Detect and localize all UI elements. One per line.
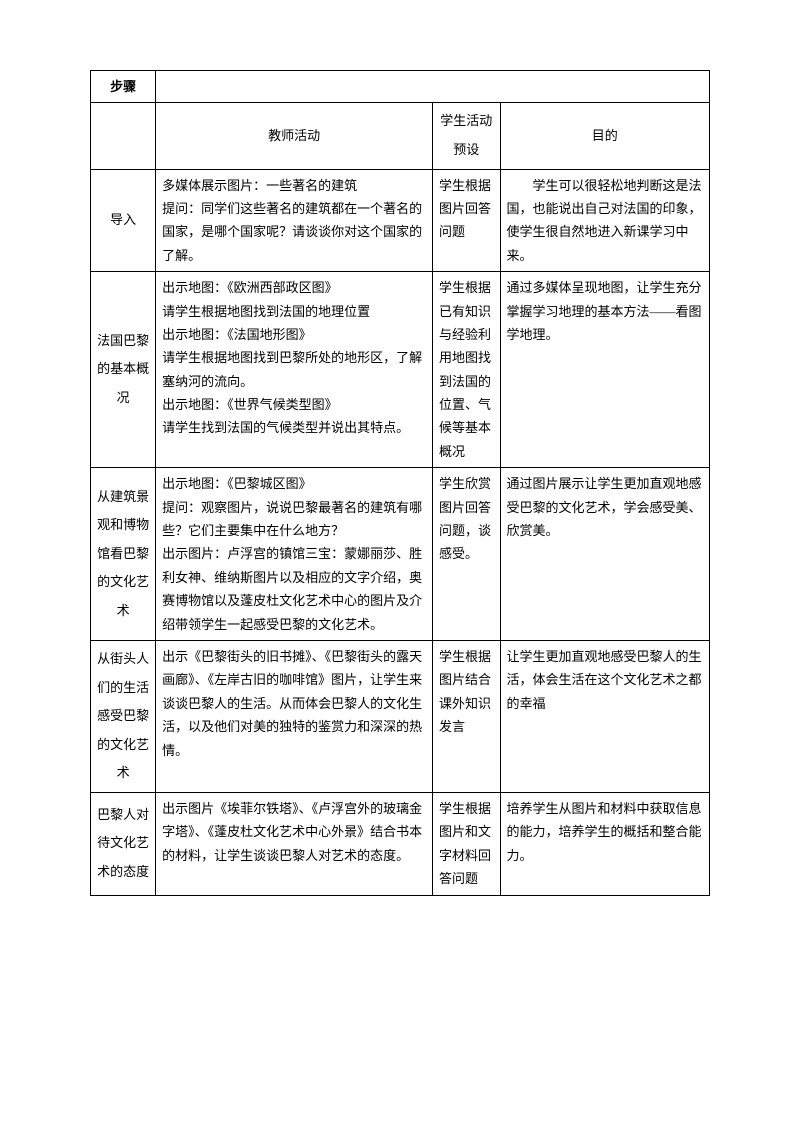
purpose: 学生可以很轻松地判断这是法国，也能说出自己对法国的印象，使学生很自然地进入新课学… xyxy=(500,169,709,272)
header-student: 学生活动预设 xyxy=(433,103,500,169)
step-label: 从街头人们的生活感受巴黎的文化艺术 xyxy=(91,641,156,793)
table-header-row-1: 步骤 xyxy=(91,71,710,103)
step-label: 法国巴黎的基本概况 xyxy=(91,272,156,468)
teacher-activity: 出示地图：《欧洲西部政区图》 请学生根据地图找到法国的地理位置 出示地图：《法国… xyxy=(156,272,433,468)
step-label: 导入 xyxy=(91,169,156,272)
student-activity: 学生根据图片和文字材料回答问题 xyxy=(433,792,500,895)
table-row: 从建筑景观和博物馆看巴黎的文化艺术 出示地图：《巴黎城区图》 提问：观察图片，说… xyxy=(91,468,710,641)
purpose: 通过图片展示让学生更加直观地感受巴黎的文化艺术，学会感受美、欣赏美。 xyxy=(500,468,709,641)
teacher-activity: 出示《巴黎街头的旧书摊》、《巴黎街头的露天画廊》、《左岸古旧的咖啡馆》图片，让学… xyxy=(156,641,433,793)
header-steps: 步骤 xyxy=(91,71,156,103)
document-page: 步骤 教师活动 学生活动预设 目的 导入 多媒体展示图片：一些著名的建筑 提问：… xyxy=(0,0,800,956)
table-row: 导入 多媒体展示图片：一些著名的建筑 提问：同学们这些著名的建筑都在一个著名的国… xyxy=(91,169,710,272)
table-row: 法国巴黎的基本概况 出示地图：《欧洲西部政区图》 请学生根据地图找到法国的地理位… xyxy=(91,272,710,468)
teacher-activity: 出示地图：《巴黎城区图》 提问：观察图片，说说巴黎最著名的建筑有哪些？它们主要集… xyxy=(156,468,433,641)
header-teacher: 教师活动 xyxy=(156,103,433,169)
purpose: 通过多媒体呈现地图，让学生充分掌握学习地理的基本方法——看图学地理。 xyxy=(500,272,709,468)
lesson-plan-table: 步骤 教师活动 学生活动预设 目的 导入 多媒体展示图片：一些著名的建筑 提问：… xyxy=(90,70,710,896)
student-activity: 学生根据已有知识与经验利用地图找到法国的位置、气候等基本概况 xyxy=(433,272,500,468)
table-header-row-2: 教师活动 学生活动预设 目的 xyxy=(91,103,710,169)
table-row: 巴黎人对待文化艺术的态度 出示图片《埃菲尔铁塔》、《卢浮宫外的玻璃金字塔》、《蓬… xyxy=(91,792,710,895)
header-spacer xyxy=(91,103,156,169)
teacher-activity: 出示图片《埃菲尔铁塔》、《卢浮宫外的玻璃金字塔》、《蓬皮杜文化艺术中心外景》结合… xyxy=(156,792,433,895)
purpose: 让学生更加直观地感受巴黎人的生活，体会生活在这个文化艺术之都的幸福 xyxy=(500,641,709,793)
step-label: 巴黎人对待文化艺术的态度 xyxy=(91,792,156,895)
student-activity: 学生根据图片回答问题 xyxy=(433,169,500,272)
student-activity: 学生根据图片结合课外知识发言 xyxy=(433,641,500,793)
purpose: 培养学生从图片和材料中获取信息的能力，培养学生的概括和整合能力。 xyxy=(500,792,709,895)
table-row: 从街头人们的生活感受巴黎的文化艺术 出示《巴黎街头的旧书摊》、《巴黎街头的露天画… xyxy=(91,641,710,793)
teacher-activity: 多媒体展示图片：一些著名的建筑 提问：同学们这些著名的建筑都在一个著名的国家，是… xyxy=(156,169,433,272)
header-purpose: 目的 xyxy=(500,103,709,169)
header-empty xyxy=(156,71,710,103)
student-activity: 学生欣赏图片回答问题，谈感受。 xyxy=(433,468,500,641)
step-label: 从建筑景观和博物馆看巴黎的文化艺术 xyxy=(91,468,156,641)
